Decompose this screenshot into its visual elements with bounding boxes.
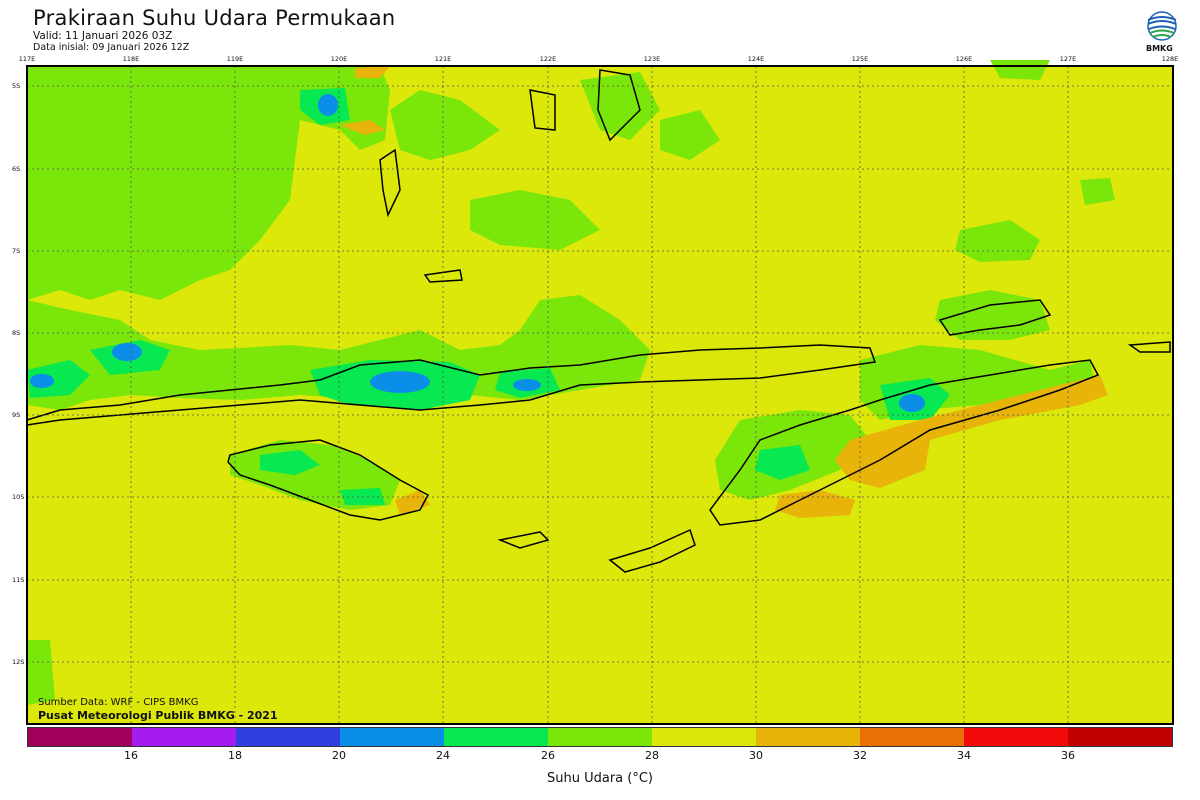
lat-label: 6S — [12, 165, 21, 173]
lat-label: 8S — [12, 329, 21, 337]
lat-label: 5S — [12, 82, 21, 90]
colorbar-swatch — [1068, 728, 1172, 746]
logo-label: BMKG — [1146, 44, 1173, 53]
colorbar-swatch — [236, 728, 340, 746]
graticule — [27, 66, 1173, 724]
lon-label: 121E — [434, 55, 452, 63]
valid-time: Valid: 11 Januari 2026 03Z — [33, 30, 173, 42]
lat-label: 11S — [12, 576, 25, 584]
lon-label: 128E — [1161, 55, 1179, 63]
colorbar-label: 26 — [541, 749, 555, 762]
lat-label: 7S — [12, 247, 21, 255]
colorbar-swatch — [548, 728, 652, 746]
colorbar-swatch — [756, 728, 860, 746]
lon-label: 122E — [539, 55, 557, 63]
lon-label: 124E — [747, 55, 765, 63]
colorbar-label: 36 — [1061, 749, 1075, 762]
colorbar-label: 32 — [853, 749, 867, 762]
warm-green-zones — [27, 60, 1115, 705]
coastlines — [26, 69, 1171, 573]
cool-blue-zones — [30, 94, 925, 412]
colorbar-label: 30 — [749, 749, 763, 762]
temperature-colorbar — [27, 727, 1173, 747]
lon-label: 126E — [955, 55, 973, 63]
colorbar-label: 28 — [645, 749, 659, 762]
colorbar-label: 16 — [124, 749, 138, 762]
lon-label: 118E — [122, 55, 140, 63]
colorbar-swatch — [132, 728, 236, 746]
lon-label: 127E — [1059, 55, 1077, 63]
colorbar-label: 34 — [957, 749, 971, 762]
colorbar-label: 18 — [228, 749, 242, 762]
colorbar-swatch — [340, 728, 444, 746]
hot-orange-zones — [340, 66, 1108, 518]
bmkg-logo-icon — [1147, 11, 1177, 41]
colorbar-swatch — [964, 728, 1068, 746]
lat-label: 12S — [12, 658, 25, 666]
lon-label: 123E — [643, 55, 661, 63]
colorbar-label: 20 — [332, 749, 346, 762]
lat-label: 9S — [12, 411, 21, 419]
map-frame — [26, 65, 1174, 725]
lon-label: 120E — [330, 55, 348, 63]
colorbar-swatch — [652, 728, 756, 746]
lon-label: 119E — [226, 55, 244, 63]
lon-label: 117E — [18, 55, 36, 63]
colorbar-swatch — [444, 728, 548, 746]
map-title: Prakiraan Suhu Udara Permukaan — [33, 6, 396, 30]
init-time: Data inisial: 09 Januari 2026 12Z — [33, 42, 190, 53]
data-source: Sumber Data: WRF - CIPS BMKG — [38, 697, 199, 708]
colorbar-unit: Suhu Udara (°C) — [547, 771, 653, 786]
colorbar-swatch — [860, 728, 964, 746]
colorbar-swatch — [28, 728, 132, 746]
publisher: Pusat Meteorologi Publik BMKG - 2021 — [38, 709, 278, 722]
colorbar-label: 24 — [436, 749, 450, 762]
lat-label: 10S — [12, 493, 25, 501]
lon-label: 125E — [851, 55, 869, 63]
